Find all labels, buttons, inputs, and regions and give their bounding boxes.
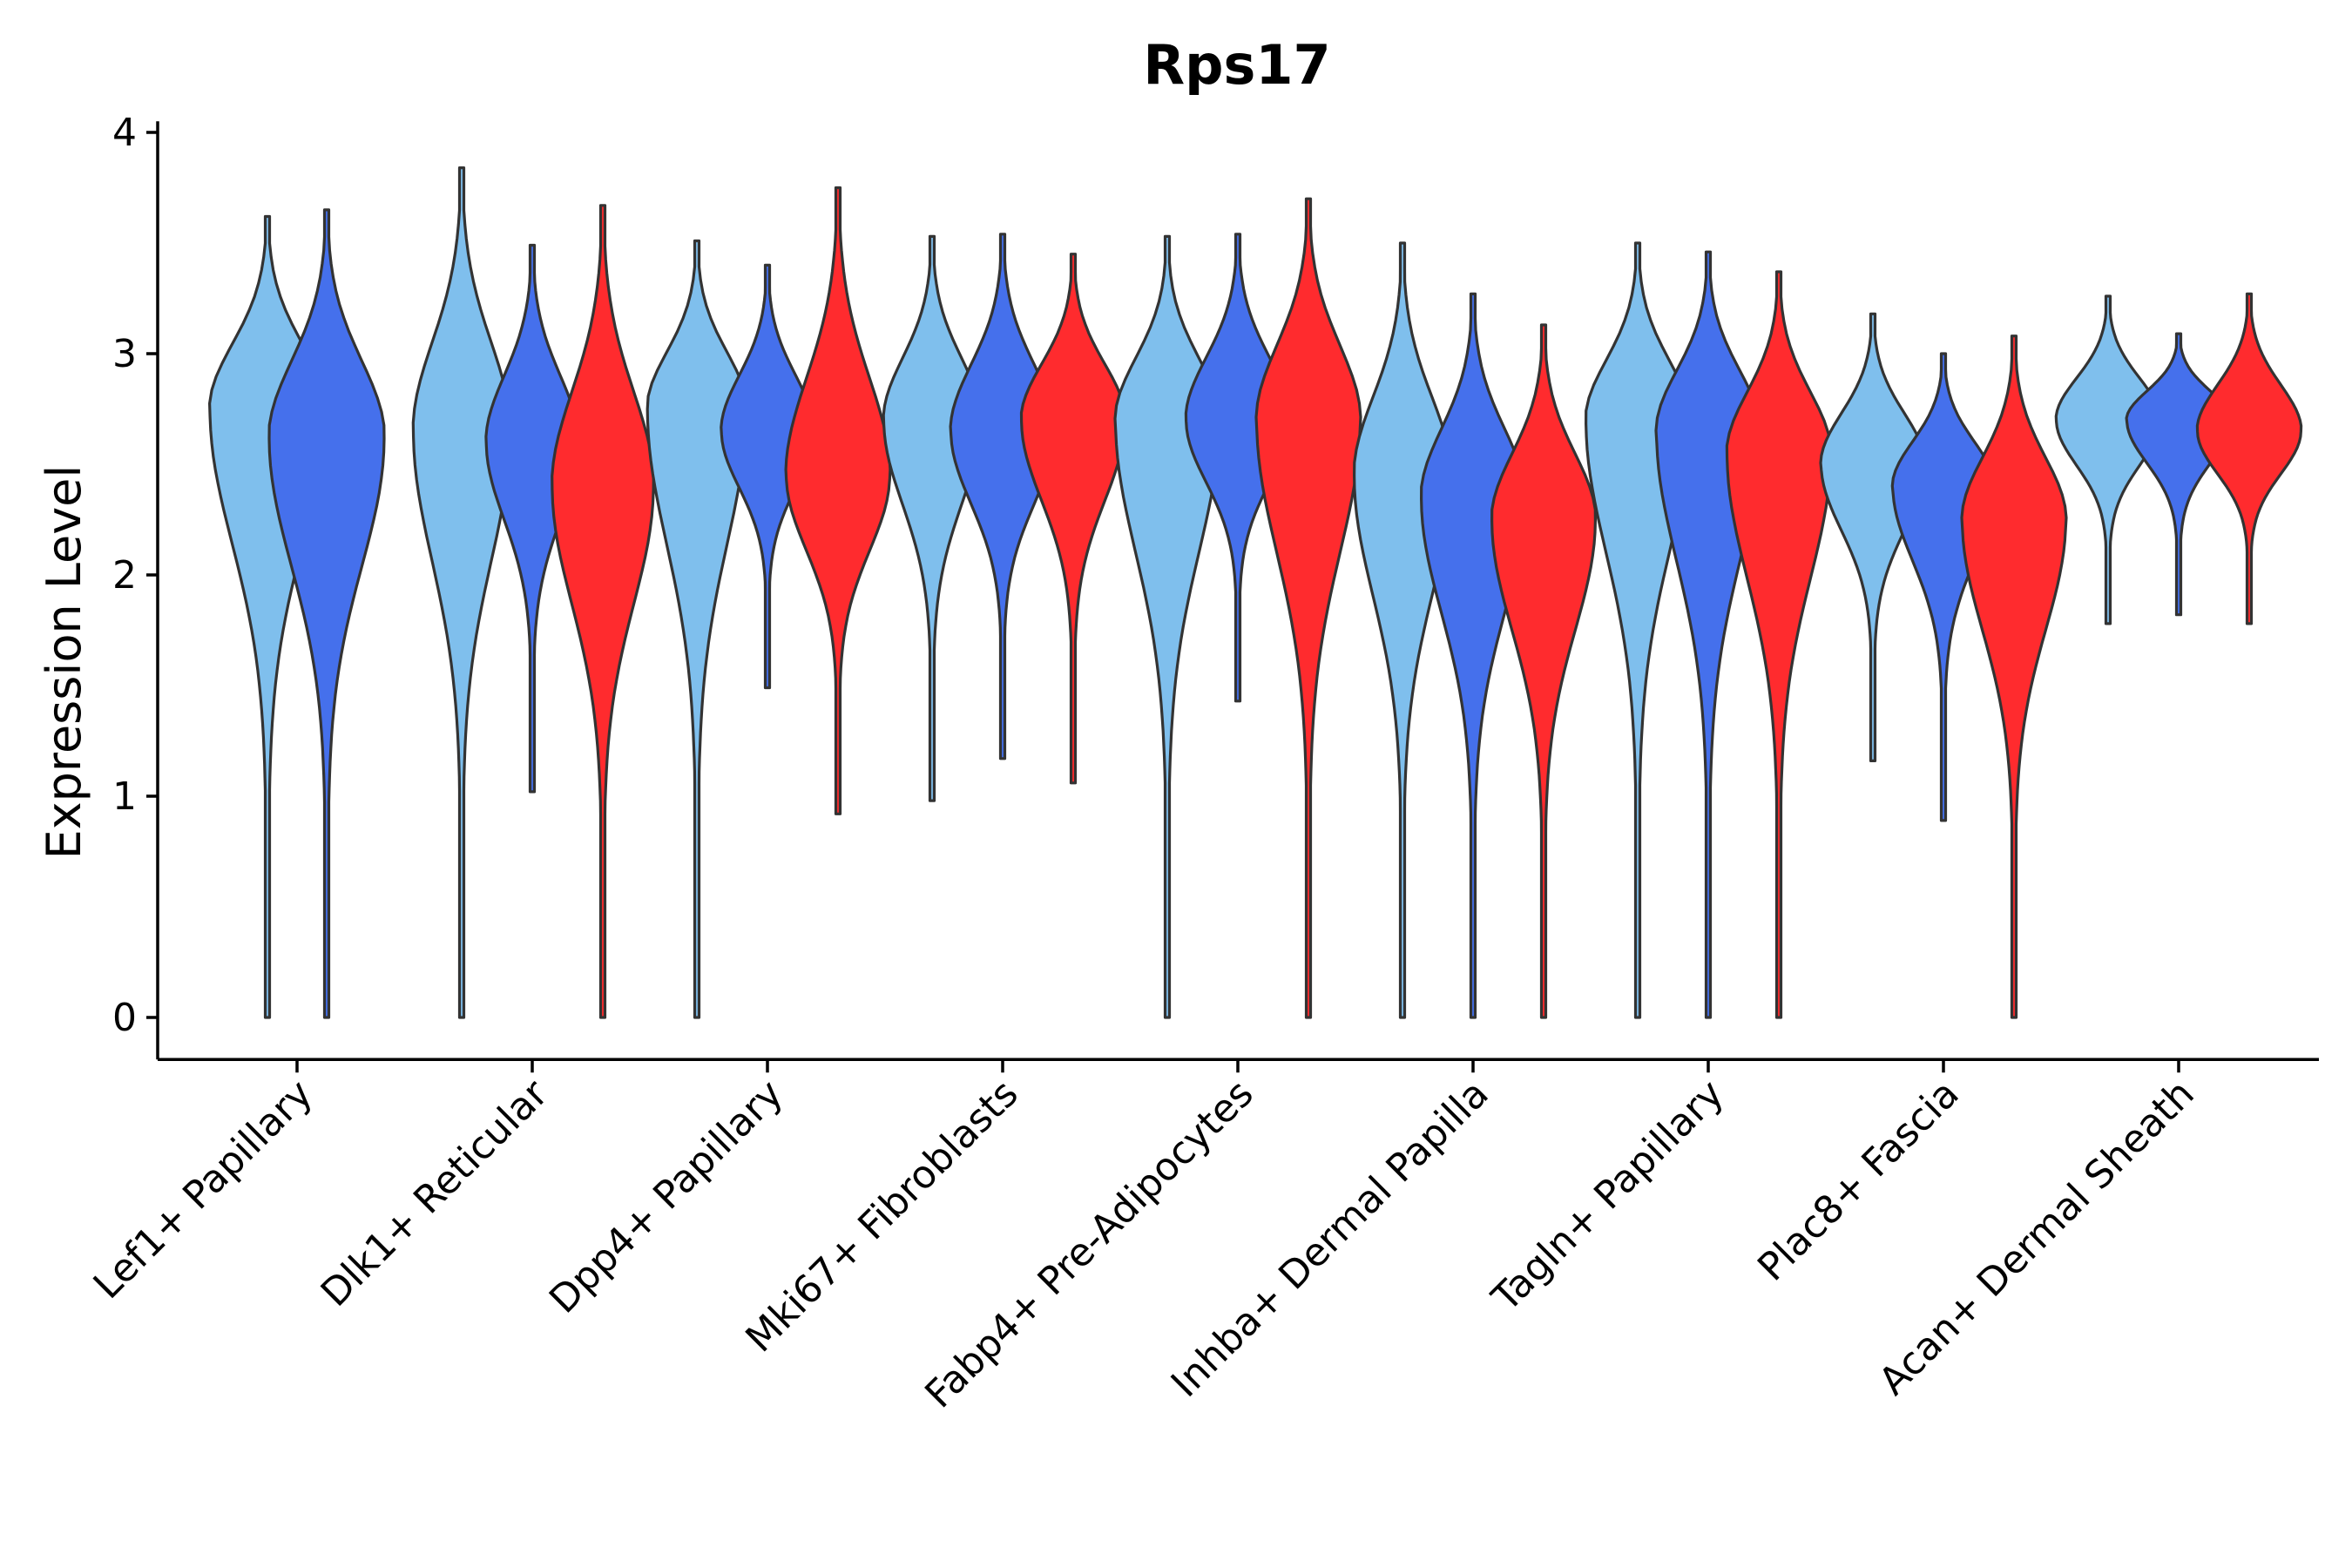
y-tick-label-0: 0	[112, 996, 137, 1040]
violin-11	[1113, 234, 1221, 1019]
violin-24	[2125, 332, 2233, 617]
x-tick-label-7: Plac8+ Fascia	[1749, 1071, 1968, 1290]
violin-13	[1254, 197, 1362, 1019]
violin-15	[1420, 292, 1526, 1019]
violin-1	[267, 208, 386, 1019]
violin-19	[1725, 270, 1833, 1019]
x-tick-label-2: Dpp4+ Papillary	[541, 1071, 792, 1322]
chart-title: Rps17	[1143, 33, 1330, 97]
violin-8	[882, 234, 983, 802]
violin-3	[484, 243, 580, 794]
violin-6	[720, 263, 815, 690]
y-tick-label-3: 3	[112, 332, 137, 376]
violin-21	[1890, 352, 1997, 822]
violin-23	[2054, 294, 2162, 625]
violin-5	[645, 239, 748, 1019]
violin-17	[1585, 241, 1691, 1019]
y-axis-label: Expression Level	[37, 465, 91, 860]
violin-16	[1490, 323, 1597, 1019]
violin-22	[1960, 335, 2068, 1019]
y-tick-label-2: 2	[112, 553, 137, 598]
violin-20	[1819, 312, 1927, 762]
y-tick-label-1: 1	[112, 774, 137, 819]
violin-25	[2195, 292, 2303, 625]
violin-layer	[208, 166, 2303, 1019]
violin-2	[411, 166, 512, 1019]
violin-4	[551, 204, 655, 1019]
violin-14	[1353, 241, 1452, 1019]
violin-12	[1184, 233, 1292, 703]
x-tick-label-6: Tagln+ Papillary	[1484, 1071, 1733, 1321]
violin-9	[949, 233, 1057, 760]
x-tick-label-1: Dlk1+ Reticular	[313, 1071, 558, 1315]
x-tick-label-0: Lef1+ Papillary	[85, 1071, 321, 1308]
y-tick-label-4: 4	[112, 111, 137, 155]
violin-7	[784, 186, 892, 815]
violin-10	[1019, 253, 1127, 785]
